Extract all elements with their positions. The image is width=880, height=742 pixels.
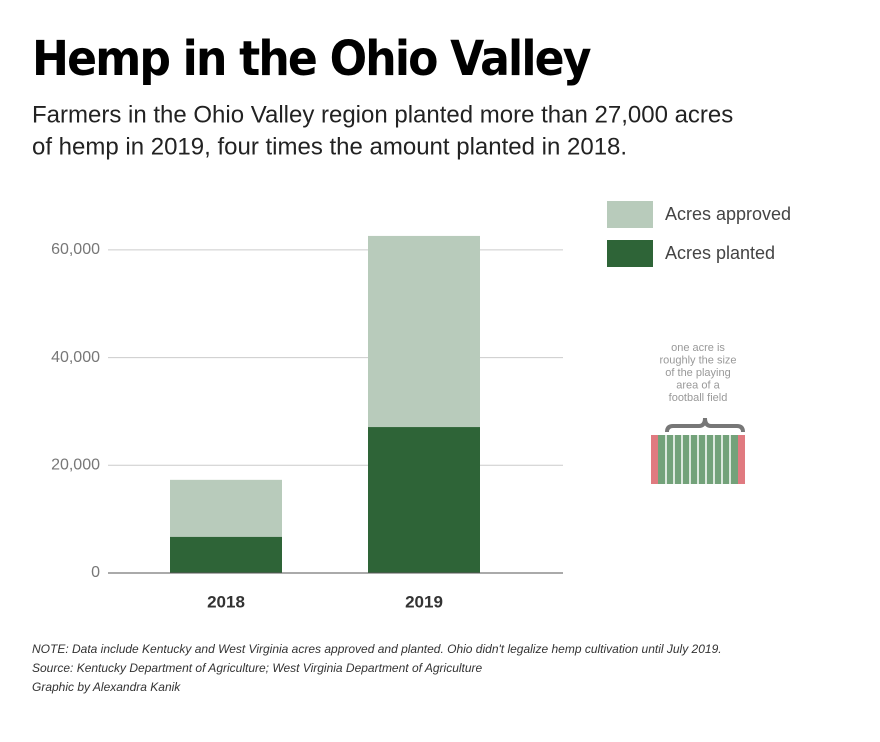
legend-swatch: [607, 240, 653, 267]
note: NOTE: Data include Kentucky and West Vir…: [32, 642, 722, 656]
annotation: football field: [669, 392, 728, 404]
bar: [170, 536, 282, 573]
football-field: [651, 417, 745, 484]
note: Source: Kentucky Department of Agricultu…: [32, 661, 483, 675]
x-tick-label: 2018: [207, 592, 245, 611]
legend-label: Acres planted: [665, 243, 775, 263]
y-tick-label: 0: [91, 564, 100, 581]
bar: [368, 427, 480, 573]
annotation: roughly the size: [659, 354, 736, 366]
y-tick-label: 60,000: [51, 241, 100, 258]
annotation: of the playing: [665, 367, 730, 379]
note: Graphic by Alexandra Kanik: [32, 680, 181, 694]
y-tick-label: 20,000: [51, 457, 100, 474]
annotation: area of a: [676, 379, 720, 391]
subtitle: Farmers in the Ohio Valley region plante…: [32, 101, 733, 128]
legend-swatch: [607, 201, 653, 228]
x-tick-label: 2019: [405, 592, 443, 611]
subtitle: of hemp in 2019, four times the amount p…: [32, 133, 627, 160]
legend-label: Acres approved: [665, 204, 791, 224]
y-tick-label: 40,000: [51, 349, 100, 366]
annotation: one acre is: [671, 342, 725, 354]
chart-title: Hemp in the Ohio Valley: [32, 30, 591, 86]
